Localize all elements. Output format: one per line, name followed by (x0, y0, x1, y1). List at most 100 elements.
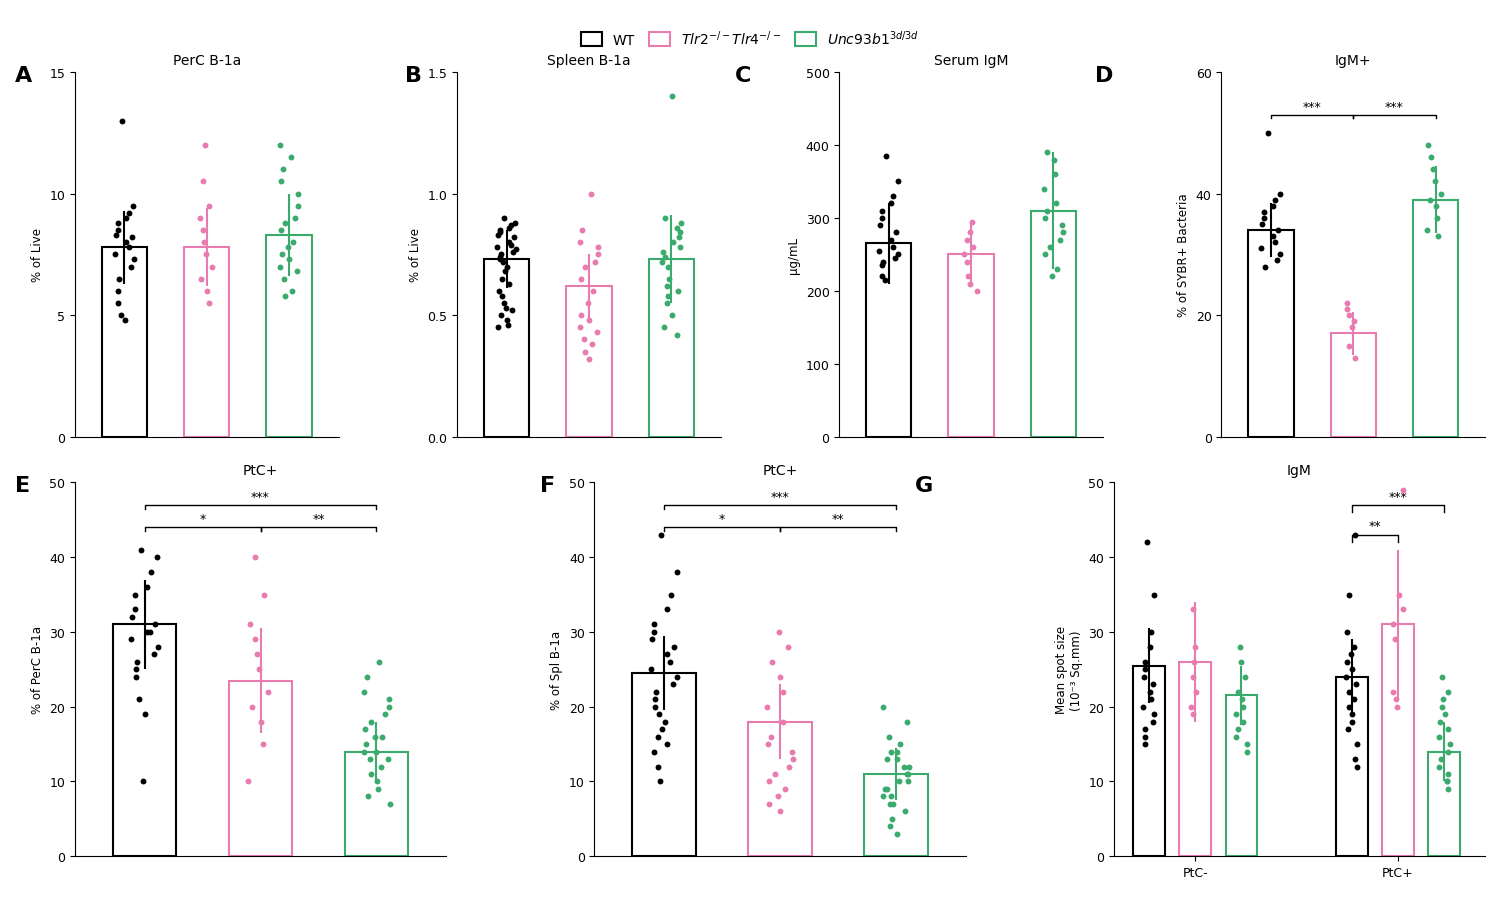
Point (1230, 692, 1254, 707)
Point (1038, 241, 1062, 255)
Point (584, 255, 608, 270)
Point (1344, 760, 1368, 774)
Point (879, 197, 903, 211)
Point (1032, 182, 1056, 197)
Point (351, 744, 375, 759)
Point (1341, 692, 1365, 707)
Point (1344, 677, 1368, 691)
Point (644, 700, 668, 714)
Point (1041, 153, 1065, 168)
Point (1140, 714, 1164, 729)
Point (884, 251, 908, 266)
Point (500, 303, 523, 318)
Point (879, 744, 903, 759)
Point (356, 670, 380, 684)
Point (243, 550, 267, 565)
Point (650, 722, 674, 737)
Point (772, 782, 796, 796)
Point (194, 248, 217, 262)
Point (195, 284, 219, 299)
Point (878, 797, 902, 812)
Point (880, 812, 904, 826)
Text: ***: *** (771, 490, 789, 504)
Point (490, 289, 514, 303)
Point (1430, 752, 1454, 766)
Bar (1382, 625, 1414, 856)
Point (1436, 782, 1460, 796)
Point (1034, 248, 1058, 262)
Text: ***: *** (1302, 100, 1322, 114)
Point (376, 752, 400, 766)
Point (1384, 700, 1408, 714)
Point (496, 277, 520, 292)
Point (490, 272, 514, 287)
Point (285, 265, 309, 280)
Point (1134, 722, 1158, 737)
Point (668, 241, 692, 255)
Point (646, 730, 670, 744)
Point (1338, 588, 1362, 602)
Text: **: ** (831, 513, 844, 526)
Text: *: * (718, 513, 724, 526)
Point (1230, 714, 1254, 729)
Point (236, 774, 260, 789)
Point (1344, 351, 1368, 365)
Point (758, 774, 782, 789)
Y-axis label: μg/mL: μg/mL (788, 237, 800, 273)
Point (106, 284, 130, 299)
Point (146, 640, 170, 654)
Point (644, 692, 668, 707)
Point (1226, 722, 1250, 737)
Y-axis label: % of Live: % of Live (32, 228, 44, 282)
Point (1179, 700, 1203, 714)
Point (668, 226, 692, 241)
Point (1252, 211, 1276, 226)
Point (138, 625, 162, 640)
Point (896, 767, 920, 782)
Point (662, 640, 686, 654)
Point (1132, 655, 1156, 670)
Bar (112, 625, 177, 856)
Point (870, 259, 894, 273)
Point (1035, 146, 1059, 160)
Point (276, 241, 300, 255)
Point (1228, 640, 1252, 654)
Point (1266, 254, 1290, 269)
Point (664, 565, 688, 579)
Bar (267, 236, 312, 437)
Point (651, 245, 675, 260)
Point (1262, 230, 1286, 244)
Point (1340, 707, 1364, 722)
Y-axis label: % of PerC B-1a: % of PerC B-1a (30, 626, 44, 713)
Point (1341, 314, 1365, 329)
Point (956, 233, 980, 248)
Point (1426, 760, 1450, 774)
Point (642, 618, 666, 632)
Point (885, 744, 909, 759)
Point (868, 219, 892, 233)
Point (891, 760, 915, 774)
Point (492, 296, 516, 311)
Point (490, 255, 514, 270)
Title: IgM: IgM (1287, 464, 1312, 477)
Bar (1030, 211, 1075, 437)
Point (504, 243, 528, 258)
Point (897, 760, 921, 774)
Point (578, 353, 602, 367)
Point (124, 670, 148, 684)
Point (196, 200, 220, 214)
Point (867, 244, 891, 259)
Point (135, 625, 159, 640)
Point (880, 241, 904, 255)
Point (105, 216, 129, 230)
Point (660, 309, 684, 323)
Point (1430, 700, 1454, 714)
Point (1418, 193, 1442, 208)
Point (662, 677, 686, 691)
Bar (1132, 666, 1164, 856)
Point (376, 692, 400, 707)
Point (766, 625, 790, 640)
Point (874, 149, 898, 164)
Point (1436, 744, 1460, 759)
Point (1416, 138, 1440, 153)
